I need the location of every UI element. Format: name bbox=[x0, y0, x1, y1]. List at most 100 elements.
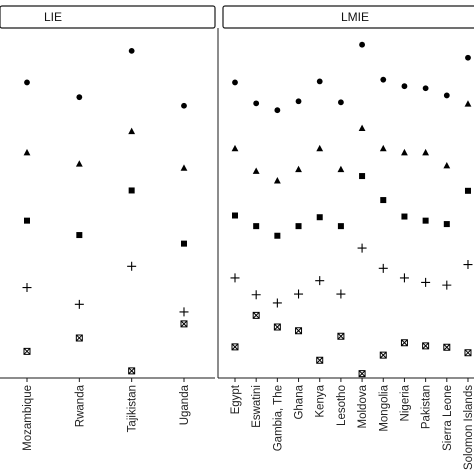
data-point-circle-tajikistan bbox=[128, 47, 135, 54]
data-point-plus-sierra-leone bbox=[442, 280, 452, 290]
data-point-triangle-lesotho bbox=[337, 165, 345, 173]
data-point-circle-sierra-leone bbox=[443, 92, 450, 99]
x-tick-label-egypt: Egypt bbox=[230, 384, 242, 414]
data-point-circle-ghana bbox=[295, 98, 302, 105]
data-point-triangle-uganda bbox=[180, 164, 188, 171]
data-point-triangle-eswatini bbox=[252, 167, 260, 174]
x-tick-label-lesotho: Lesotho bbox=[336, 385, 348, 426]
data-point-plus-solomon-islands bbox=[463, 260, 473, 270]
data-point-circle-moldova bbox=[359, 41, 365, 48]
facet-strip-lie bbox=[0, 5, 216, 29]
x-tick-label-sierra-leone: Sierra Leone bbox=[442, 385, 454, 451]
data-point-square-kenya bbox=[316, 214, 323, 221]
data-point-boxtimes-lesotho bbox=[337, 332, 345, 340]
data-point-triangle-pakistan bbox=[422, 148, 430, 156]
x-tick-label-pakistan: Pakistan bbox=[421, 385, 433, 429]
data-point-plus-nigeria bbox=[399, 273, 409, 283]
data-point-square-sierra-leone bbox=[443, 221, 450, 228]
data-point-circle-egypt bbox=[232, 79, 238, 86]
x-tick-label-ghana: Ghana bbox=[294, 384, 306, 419]
lie-data-marks bbox=[22, 47, 189, 375]
data-point-square-mozambique bbox=[24, 217, 30, 224]
data-point-boxtimes-tajikistan bbox=[128, 367, 136, 375]
data-point-triangle-sierra-leone bbox=[443, 161, 451, 169]
data-point-boxtimes-rwanda bbox=[75, 334, 83, 342]
data-point-boxtimes-nigeria bbox=[400, 339, 408, 347]
data-point-circle-uganda bbox=[181, 102, 187, 109]
data-point-boxtimes-pakistan bbox=[422, 342, 430, 350]
data-point-plus-ghana bbox=[294, 289, 304, 299]
data-point-triangle-moldova bbox=[358, 124, 366, 131]
panel-lmie: LMIE Egypt Eswatini Gambia, The Ghana Kenya L… bbox=[217, 5, 474, 470]
data-point-square-solomon-islands bbox=[464, 187, 471, 194]
data-point-triangle-tajikistan bbox=[128, 127, 136, 135]
lmie-data-marks bbox=[230, 41, 473, 378]
data-point-plus-mozambique bbox=[22, 283, 32, 293]
data-point-boxtimes-moldova bbox=[358, 370, 366, 378]
data-point-boxtimes-eswatini bbox=[252, 311, 260, 319]
data-point-square-mongolia bbox=[380, 197, 387, 204]
data-point-circle-eswatini bbox=[253, 100, 260, 107]
data-point-plus-kenya bbox=[315, 276, 325, 286]
x-tick-label-rwanda: Rwanda bbox=[74, 384, 86, 427]
data-point-boxtimes-sierra-leone bbox=[443, 343, 451, 351]
data-point-boxtimes-uganda bbox=[180, 320, 188, 328]
data-point-square-lesotho bbox=[337, 223, 344, 230]
lie-x-ticks: Mozambique Rwanda Tajikistan Uganda bbox=[22, 378, 191, 451]
data-point-square-rwanda bbox=[76, 232, 83, 239]
x-tick-label-eswatini: Eswatini bbox=[251, 385, 263, 428]
data-point-triangle-rwanda bbox=[75, 160, 83, 167]
data-point-plus-rwanda bbox=[74, 299, 84, 309]
data-point-plus-eswatini bbox=[251, 290, 261, 300]
data-point-square-nigeria bbox=[401, 213, 408, 220]
data-point-circle-rwanda bbox=[76, 94, 83, 101]
x-tick-label-solomon-islands: Solomon Islands bbox=[463, 385, 474, 470]
data-point-triangle-gambia-the bbox=[273, 177, 281, 184]
data-point-square-moldova bbox=[359, 173, 366, 180]
data-point-triangle-mongolia bbox=[379, 144, 387, 152]
data-point-square-gambia-the bbox=[274, 232, 281, 239]
data-point-plus-tajikistan bbox=[127, 261, 137, 271]
data-point-boxtimes-kenya bbox=[316, 356, 324, 364]
x-tick-label-uganda: Uganda bbox=[179, 384, 191, 425]
x-tick-label-mozambique: Mozambique bbox=[22, 385, 34, 451]
data-point-triangle-egypt bbox=[231, 144, 239, 152]
lmie-x-ticks: Egypt Eswatini Gambia, The Ghana Kenya Lesoth… bbox=[230, 378, 474, 470]
x-tick-label-gambia-the: Gambia, The bbox=[272, 385, 284, 451]
facet-strip-lmie bbox=[222, 5, 474, 29]
data-point-square-pakistan bbox=[422, 217, 429, 224]
data-point-circle-gambia-the bbox=[274, 107, 281, 114]
x-tick-label-tajikistan: Tajikistan bbox=[127, 385, 139, 432]
data-point-plus-mongolia bbox=[378, 263, 388, 273]
data-point-square-eswatini bbox=[253, 223, 260, 230]
data-point-circle-solomon-islands bbox=[465, 54, 471, 61]
data-point-boxtimes-egypt bbox=[231, 343, 239, 351]
data-point-circle-nigeria bbox=[401, 83, 408, 90]
data-point-square-tajikistan bbox=[128, 187, 135, 194]
panel-lie: LIE Mozambique Rwanda Tajikistan Uganda bbox=[0, 5, 216, 451]
x-tick-label-mongolia: Mongolia bbox=[378, 384, 390, 431]
data-point-boxtimes-mozambique bbox=[23, 347, 31, 355]
data-point-circle-kenya bbox=[316, 78, 323, 85]
data-point-plus-lesotho bbox=[336, 289, 346, 299]
data-point-plus-pakistan bbox=[421, 277, 431, 287]
data-point-triangle-mozambique bbox=[23, 148, 31, 156]
data-point-triangle-nigeria bbox=[401, 148, 408, 156]
data-point-plus-gambia-the bbox=[272, 298, 282, 308]
data-point-triangle-kenya bbox=[316, 144, 324, 152]
data-point-square-ghana bbox=[295, 223, 302, 230]
facet-strip-label-lie: LIE bbox=[44, 10, 62, 24]
data-point-triangle-ghana bbox=[295, 165, 302, 173]
data-point-triangle-solomon-islands bbox=[464, 100, 472, 107]
data-point-boxtimes-solomon-islands bbox=[464, 349, 472, 357]
data-point-square-uganda bbox=[180, 240, 187, 247]
data-point-boxtimes-ghana bbox=[295, 327, 303, 335]
facet-strip-label-lmie: LMIE bbox=[341, 10, 369, 24]
x-tick-label-nigeria: Nigeria bbox=[399, 384, 411, 421]
data-point-circle-pakistan bbox=[422, 85, 429, 92]
data-point-plus-moldova bbox=[357, 243, 367, 253]
data-point-plus-egypt bbox=[230, 273, 240, 283]
data-point-square-egypt bbox=[232, 212, 238, 219]
data-point-circle-lesotho bbox=[338, 99, 344, 106]
